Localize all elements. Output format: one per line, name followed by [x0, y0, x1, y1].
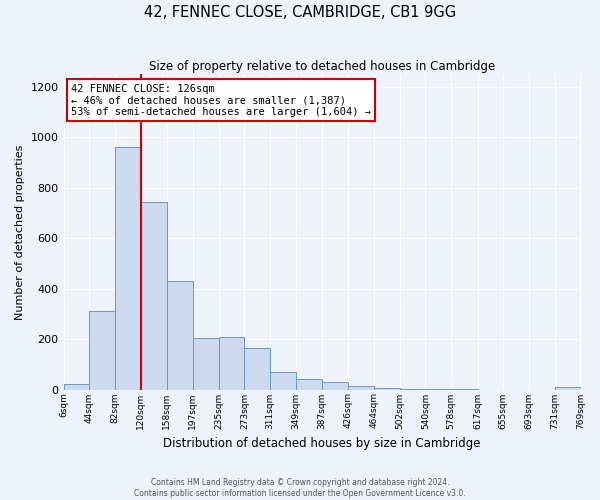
Bar: [348, 386, 374, 390]
X-axis label: Distribution of detached houses by size in Cambridge: Distribution of detached houses by size …: [163, 437, 481, 450]
Text: 42, FENNEC CLOSE, CAMBRIDGE, CB1 9GG: 42, FENNEC CLOSE, CAMBRIDGE, CB1 9GG: [144, 5, 456, 20]
Bar: [425, 389, 451, 390]
Bar: [115, 148, 141, 390]
Bar: [244, 348, 270, 390]
Text: 42 FENNEC CLOSE: 126sqm
← 46% of detached houses are smaller (1,387)
53% of semi: 42 FENNEC CLOSE: 126sqm ← 46% of detache…: [71, 84, 371, 117]
Bar: [193, 338, 218, 390]
Bar: [64, 384, 89, 390]
Bar: [296, 379, 322, 390]
Bar: [374, 388, 400, 390]
Text: Contains HM Land Registry data © Crown copyright and database right 2024.
Contai: Contains HM Land Registry data © Crown c…: [134, 478, 466, 498]
Bar: [218, 336, 244, 390]
Bar: [270, 372, 296, 390]
Bar: [89, 312, 115, 390]
Bar: [141, 202, 167, 390]
Bar: [400, 389, 425, 390]
Bar: [167, 281, 193, 390]
Y-axis label: Number of detached properties: Number of detached properties: [15, 144, 25, 320]
Title: Size of property relative to detached houses in Cambridge: Size of property relative to detached ho…: [149, 60, 495, 73]
Bar: [322, 382, 348, 390]
Bar: [555, 387, 581, 390]
